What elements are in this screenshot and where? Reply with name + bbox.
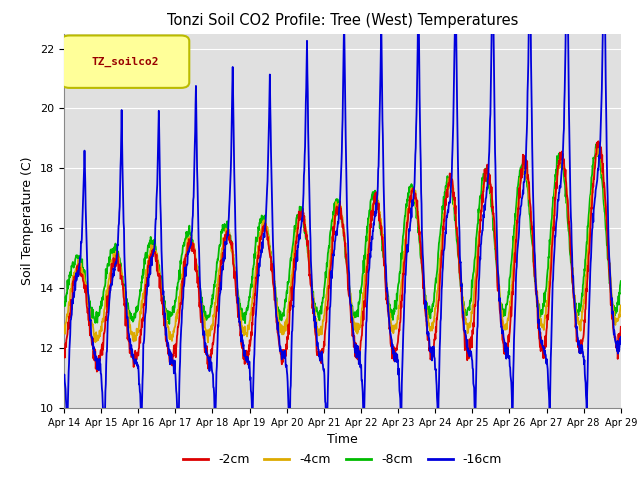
Text: TZ_soilco2: TZ_soilco2	[92, 57, 159, 67]
Y-axis label: Soil Temperature (C): Soil Temperature (C)	[22, 156, 35, 285]
X-axis label: Time: Time	[327, 433, 358, 446]
Title: Tonzi Soil CO2 Profile: Tree (West) Temperatures: Tonzi Soil CO2 Profile: Tree (West) Temp…	[166, 13, 518, 28]
FancyBboxPatch shape	[61, 36, 189, 88]
Legend: -2cm, -4cm, -8cm, -16cm: -2cm, -4cm, -8cm, -16cm	[178, 448, 507, 471]
